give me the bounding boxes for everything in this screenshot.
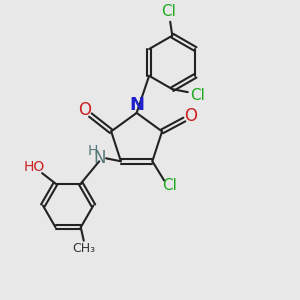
Text: Cl: Cl	[161, 4, 176, 19]
Text: O: O	[78, 101, 91, 119]
Text: N: N	[129, 97, 144, 115]
Text: N: N	[93, 149, 106, 167]
Text: H: H	[88, 144, 98, 158]
Text: CH₃: CH₃	[72, 242, 95, 255]
Text: Cl: Cl	[162, 178, 177, 194]
Text: O: O	[184, 107, 197, 125]
Text: HO: HO	[24, 160, 45, 174]
Text: Cl: Cl	[190, 88, 205, 103]
